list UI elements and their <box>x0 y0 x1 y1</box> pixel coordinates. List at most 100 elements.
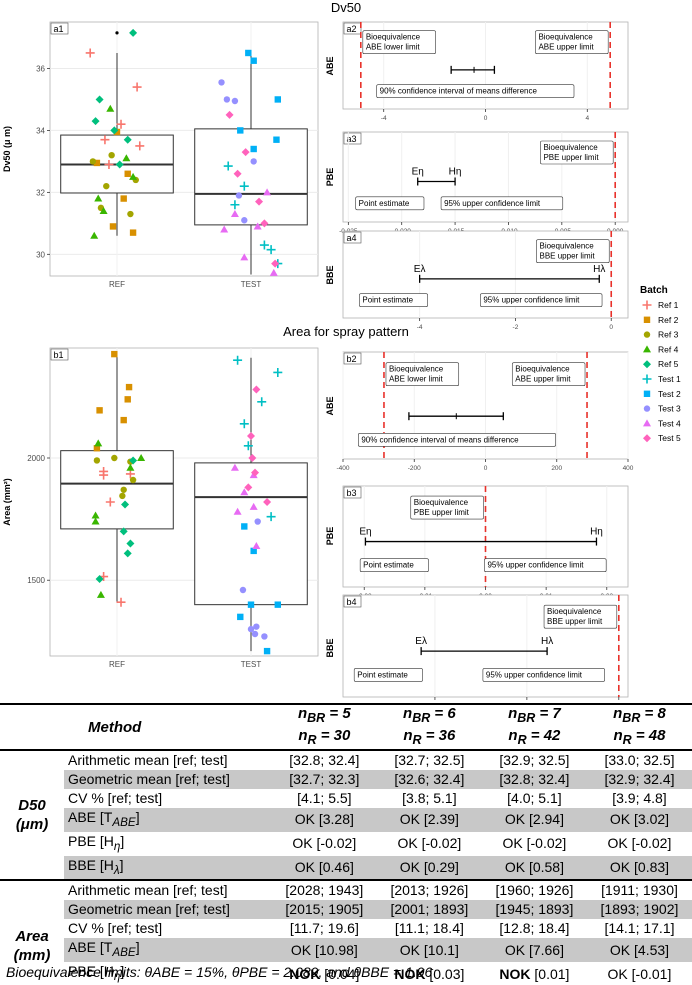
value-cell: [2028; 1943] <box>285 882 364 899</box>
annotation-box <box>511 362 586 387</box>
point-ref-4 <box>99 206 108 214</box>
point-test-1 <box>233 355 243 365</box>
point-ref-3 <box>93 457 101 464</box>
row-label: Arithmetic mean [ref; test] <box>64 750 272 770</box>
annotation-text: ABE lower limit <box>366 43 421 52</box>
point-ref-3 <box>120 486 127 493</box>
panel-tag-box <box>343 231 362 244</box>
nbr-line: nBR = 5 <box>276 705 373 727</box>
ok-verdict: OK <box>504 858 526 875</box>
point-test-3 <box>218 79 225 86</box>
y-tick-label: 1500 <box>27 576 45 585</box>
point-test-2 <box>263 647 271 655</box>
ok-verdict: OK <box>399 811 421 828</box>
legend-marker-test-3 <box>643 405 651 412</box>
point-test-1 <box>223 161 233 171</box>
annotation-box <box>410 495 484 520</box>
annotation-text: ABE lower limit <box>389 375 444 384</box>
point-test-5 <box>260 219 269 228</box>
nr-sub: R <box>412 733 422 747</box>
side-label: BBE <box>325 638 335 657</box>
verdict-value: [0.29] <box>420 858 459 875</box>
annotation-box <box>440 196 564 211</box>
point-test-4 <box>253 222 262 230</box>
row-label-text: ABE [T <box>68 809 113 825</box>
row-label-close: ] <box>135 939 140 956</box>
point-test-4 <box>240 253 249 261</box>
legend-label-test-3: Test 3 <box>658 404 681 414</box>
point-ref-1 <box>116 119 126 129</box>
point-test-3 <box>254 518 261 525</box>
annotation-text: Bioequivalence <box>515 365 570 374</box>
panel-tag-box <box>343 595 362 608</box>
annotation-box <box>540 140 614 165</box>
nbr-line: nBR = 6 <box>381 705 478 727</box>
x-tick-label: 0 <box>484 465 488 472</box>
point-ref-2 <box>113 128 121 136</box>
row-label-close: ] <box>119 856 124 873</box>
value-cell: [1893; 1902] <box>586 900 692 920</box>
panel-tag-b2: b2 <box>347 354 357 364</box>
point-test-5 <box>248 454 257 462</box>
point-ref-3 <box>103 182 110 190</box>
annotation-text: 95% upper confidence limit <box>486 670 583 679</box>
y-tick-label: 36 <box>36 64 45 73</box>
point-ref-4 <box>137 454 146 461</box>
row-label-sub: λ <box>113 863 120 877</box>
legend-marker-ref-2 <box>643 316 651 323</box>
footnote: Bioequivalence limits: θABE = 15%, θPBE … <box>6 964 433 980</box>
annotation-text: Point estimate <box>357 670 408 679</box>
batch-legend: Batch Ref 1 Ref 2 Ref 3 Ref 4 Ref 5 Test 1 Tes… <box>640 285 681 443</box>
point-test-5 <box>255 197 264 206</box>
point-ref-5 <box>119 527 128 536</box>
table-row: ABE [TABE] OK [10.98] OK [10.1] OK [7.66] OK… <box>0 938 692 963</box>
point-test-1 <box>243 441 253 451</box>
interval-end-label: Hη <box>590 527 603 538</box>
legend-label-test-4: Test 4 <box>658 418 681 428</box>
legend-marker-ref-3 <box>643 331 651 338</box>
value-cell: [32.9; 32.5] <box>499 752 570 768</box>
nr-line: nR = 30 <box>276 727 373 749</box>
annotation-text: ABE upper limit <box>515 375 571 384</box>
annotation-box <box>535 30 609 55</box>
point-ref-2 <box>129 229 137 236</box>
value-cell: [2013; 1926] <box>390 882 469 899</box>
row-label: BBE [Hλ] <box>64 855 272 881</box>
x-tick-label-ref: REF <box>109 660 125 669</box>
point-ref-4 <box>106 104 115 112</box>
point-test-1 <box>230 200 240 210</box>
verdict-value: [2.39] <box>420 811 459 828</box>
legend-label-ref-4: Ref 4 <box>658 344 679 354</box>
point-ref-4 <box>91 511 100 519</box>
ok-verdict: OK <box>294 858 315 875</box>
panel-b4: b4-2e+05-1e+050e+00BBEEλHλBioequivalence… <box>325 594 629 700</box>
group-label-2: Area (mm) <box>0 880 64 985</box>
side-label: PBE <box>325 527 335 546</box>
x-tick-label: 400 <box>623 465 634 472</box>
value-cell: OK [0.29] <box>376 855 482 881</box>
table-row: D50 (μm) Arithmetic mean [ref; test] [32.8;… <box>0 750 692 833</box>
row-label-close: ] <box>135 809 140 825</box>
point-test-2 <box>247 601 255 608</box>
point-test-2 <box>237 127 244 134</box>
sample-size-header-2: nBR = 6 nR = 36 <box>377 704 482 750</box>
panel-a3: a3-0.025-0.020-0.015-0.010-0.0050.000PBE… <box>325 131 629 235</box>
row-label: ABE [TABE] <box>64 808 272 832</box>
value-cell: [1960; 1926] <box>495 882 574 899</box>
interval-end-label: Eλ <box>414 264 426 275</box>
point-test-1 <box>273 367 283 377</box>
row-label: ABE [TABE] <box>64 938 272 963</box>
panel-tag-b4: b4 <box>347 597 357 607</box>
nr-symbol: n <box>403 727 413 744</box>
point-test-3 <box>250 158 257 165</box>
ok-verdict: OK <box>609 941 631 958</box>
point-ref-2 <box>120 416 127 424</box>
ok-verdict: OK <box>504 811 526 828</box>
point-test-4 <box>230 463 239 471</box>
summary-table: Method nBR = 5 nR = 30 nBR = 6 nR = 36 nBR = … <box>0 703 692 985</box>
value-cell: [1945; 1893] <box>481 900 587 920</box>
